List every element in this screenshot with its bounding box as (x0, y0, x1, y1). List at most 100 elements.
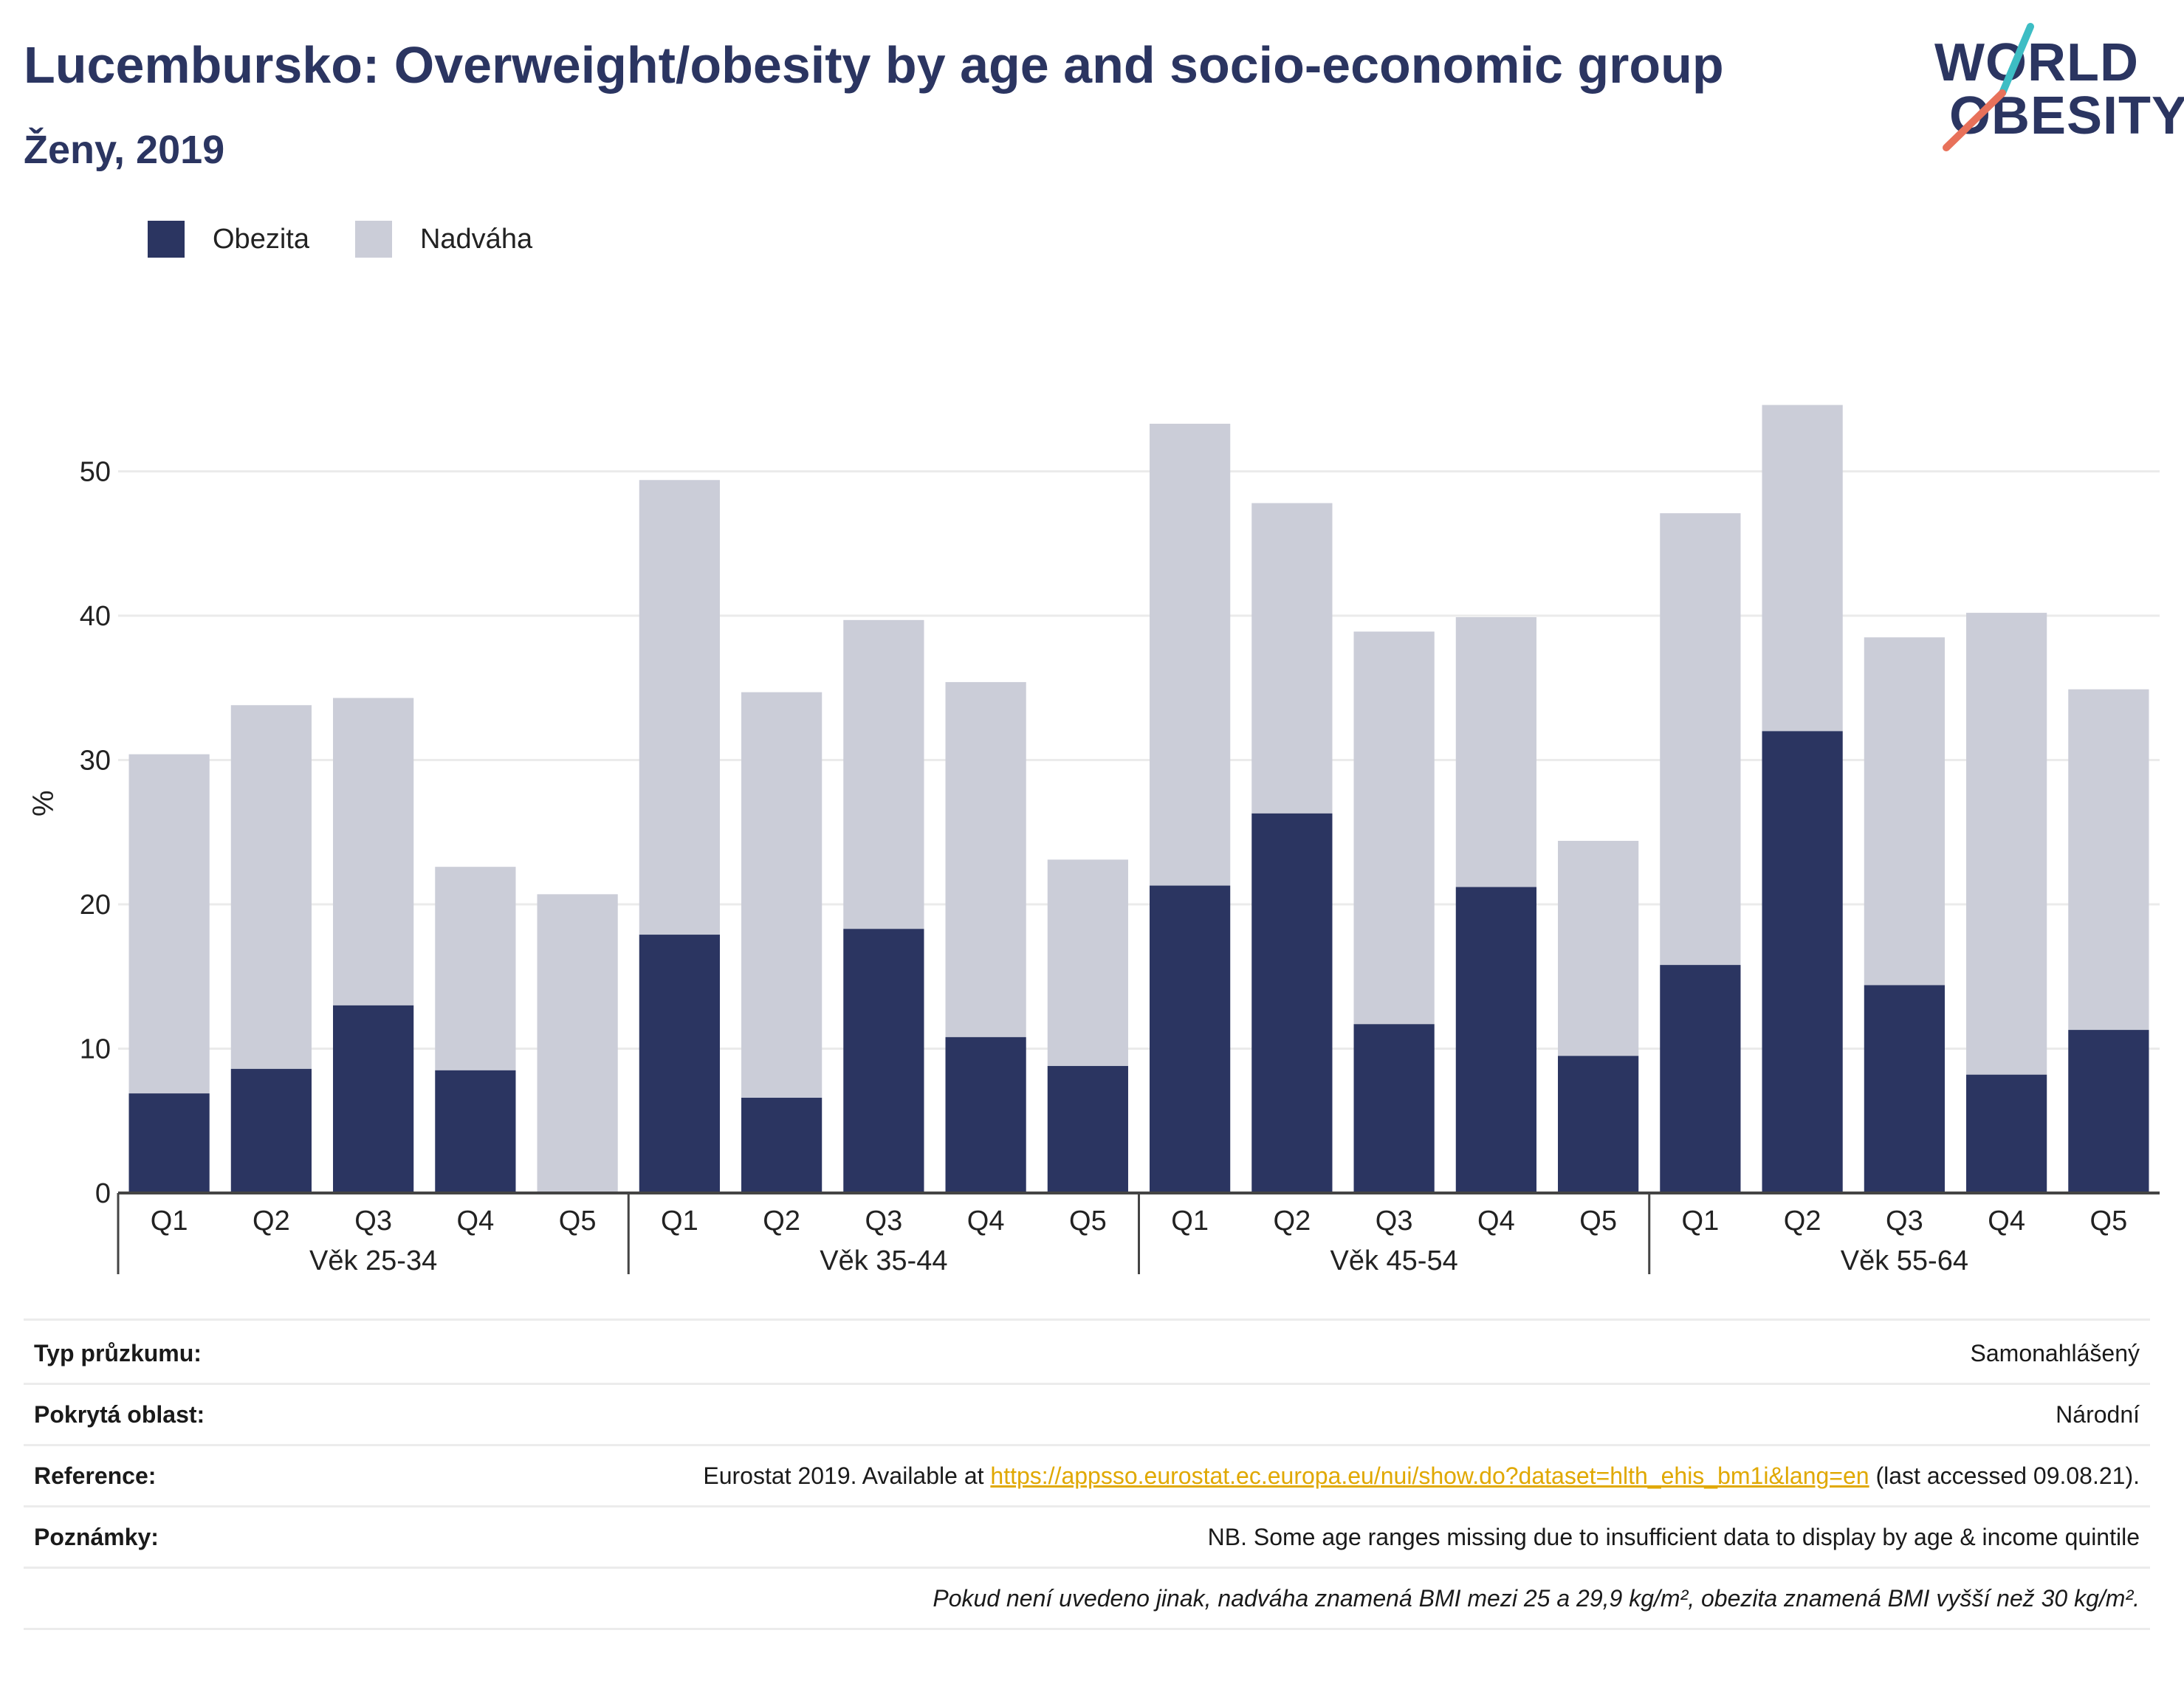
reference-prefix: Eurostat 2019. Available at (703, 1462, 991, 1489)
bar-nadvaha (1762, 405, 1843, 732)
bar-nadvaha (1251, 503, 1333, 814)
y-tick-label: 20 (80, 890, 111, 921)
bar-obezita (435, 1070, 516, 1193)
bar-obezita (128, 1093, 210, 1193)
bar-obezita (1864, 985, 1945, 1193)
bar-obezita (1660, 965, 1741, 1193)
x-tick-label: Q4 (1477, 1206, 1515, 1237)
x-group-label: Věk 45-54 (1330, 1245, 1458, 1276)
bar-obezita (1150, 885, 1231, 1193)
logo-word-obesity: OBESITY (1949, 86, 2184, 145)
meta-row-area: Pokrytá oblast: Národní (24, 1385, 2150, 1446)
bar-nadvaha (1353, 631, 1435, 1025)
bar-nadvaha (128, 754, 210, 1094)
bar-obezita (1353, 1024, 1435, 1193)
area-covered-label: Pokrytá oblast: (34, 1401, 205, 1428)
chart-title: Lucembursko: Overweight/obesity by age a… (24, 36, 1724, 94)
x-tick-label: Q3 (1376, 1206, 1413, 1237)
metadata-table: Typ průzkumu: Samonahlášený Pokrytá obla… (24, 1318, 2150, 1630)
x-tick-label: Q4 (1988, 1206, 2025, 1237)
bar-obezita (1558, 1056, 1639, 1193)
bar-obezita (1966, 1074, 2047, 1193)
x-tick-label: Q5 (1579, 1206, 1617, 1237)
bar-obezita (843, 929, 924, 1193)
x-tick-label: Q3 (1886, 1206, 1923, 1237)
x-tick-label: Q1 (1682, 1206, 1720, 1237)
stacked-bar-chart: 0 10 20 30 40 50% Q1 Q2 Q3 Q4 Q5 Věk 25-34 Q1 Q2 Q3 Q4 Q… (27, 405, 2160, 1276)
bar-obezita (2068, 1030, 2149, 1193)
x-tick-label: Q3 (865, 1206, 903, 1237)
bar-nadvaha (435, 867, 516, 1070)
legend-swatch-obezita (148, 221, 185, 258)
area-covered-value: Národní (2056, 1401, 2140, 1428)
bar-obezita (741, 1097, 823, 1193)
y-tick-label: 50 (80, 457, 111, 488)
meta-row-survey: Typ průzkumu: Samonahlášený (24, 1318, 2150, 1385)
y-tick-label: 10 (80, 1034, 111, 1065)
logo-word-world: WORLD (1934, 33, 2139, 92)
x-tick-label: Q2 (1274, 1206, 1311, 1237)
bar-obezita (1762, 731, 1843, 1193)
bar-nadvaha (537, 894, 618, 1193)
bar-nadvaha (843, 619, 924, 929)
reference-suffix: (last accessed 09.08.21). (1869, 1462, 2140, 1489)
bar-obezita (639, 935, 720, 1193)
x-group-label: Věk 35-44 (820, 1245, 947, 1276)
chart-subtitle: Ženy, 2019 (24, 128, 225, 172)
bar-nadvaha (1558, 840, 1639, 1056)
bar-nadvaha (639, 480, 720, 935)
y-axis-label: % (27, 790, 60, 816)
bar-obezita (230, 1068, 312, 1193)
x-tick-label: Q5 (1069, 1206, 1107, 1237)
world-obesity-logo: WORLD OBESITY (1920, 22, 2184, 162)
bar-nadvaha (230, 705, 312, 1069)
meta-row-notes: Poznámky: NB. Some age ranges missing du… (24, 1507, 2150, 1569)
x-tick-label: Q5 (2090, 1206, 2128, 1237)
bar-nadvaha (1150, 423, 1231, 886)
survey-type-label: Typ průzkumu: (34, 1340, 202, 1366)
x-group-label: Věk 55-64 (1841, 1245, 1968, 1276)
bar-nadvaha (333, 698, 414, 1005)
bar-obezita (1455, 887, 1536, 1193)
bar-nadvaha (1660, 513, 1741, 966)
bar-nadvaha (2068, 689, 2149, 1031)
legend-label-obezita: Obezita (213, 223, 309, 255)
x-tick-label: Q4 (457, 1206, 495, 1237)
x-tick-label: Q5 (559, 1206, 597, 1237)
bar-nadvaha (741, 692, 823, 1098)
meta-row-reference: Reference: Eurostat 2019. Available at h… (24, 1446, 2150, 1507)
notes-label: Poznámky: (34, 1524, 159, 1550)
x-tick-label: Q1 (661, 1206, 698, 1237)
bar-nadvaha (1047, 859, 1128, 1066)
bar-nadvaha (1864, 637, 1945, 986)
notes-value: NB. Some age ranges missing due to insuf… (1207, 1524, 2140, 1550)
y-tick-label: 30 (80, 746, 111, 777)
x-group-label: Věk 25-34 (309, 1245, 437, 1276)
y-tick-label: 0 (95, 1178, 111, 1209)
bar-nadvaha (1966, 613, 2047, 1075)
bar-nadvaha (1455, 616, 1536, 887)
bar-obezita (333, 1005, 414, 1193)
legend-label-nadvaha: Nadváha (419, 223, 533, 255)
reference-label: Reference: (34, 1462, 157, 1489)
logo-slash-icon (1943, 23, 2034, 151)
x-tick-label: Q3 (354, 1206, 392, 1237)
survey-type-value: Samonahlášený (1970, 1340, 2140, 1366)
legend-swatch-nadvaha (354, 221, 392, 258)
x-tick-label: Q2 (1784, 1206, 1821, 1237)
bar-obezita (945, 1036, 1026, 1193)
x-tick-label: Q2 (763, 1206, 800, 1237)
meta-row-definition: Pokud není uvedeno jinak, nadváha znamen… (24, 1569, 2150, 1630)
bar-nadvaha (945, 681, 1026, 1037)
bar-obezita (1251, 813, 1333, 1193)
y-tick-label: 40 (80, 601, 111, 632)
definition-note: Pokud není uvedeno jinak, nadváha znamen… (933, 1585, 2140, 1612)
reference-link[interactable]: https://appsso.eurostat.ec.europa.eu/nui… (990, 1462, 1869, 1489)
x-tick-label: Q4 (967, 1206, 1005, 1237)
x-tick-label: Q1 (151, 1206, 188, 1237)
reference-value: Eurostat 2019. Available at https://apps… (703, 1460, 2140, 1492)
x-tick-label: Q1 (1171, 1206, 1209, 1237)
chart-legend: Obezita Nadváha (148, 219, 578, 260)
bar-obezita (1047, 1065, 1128, 1193)
x-tick-label: Q2 (253, 1206, 290, 1237)
